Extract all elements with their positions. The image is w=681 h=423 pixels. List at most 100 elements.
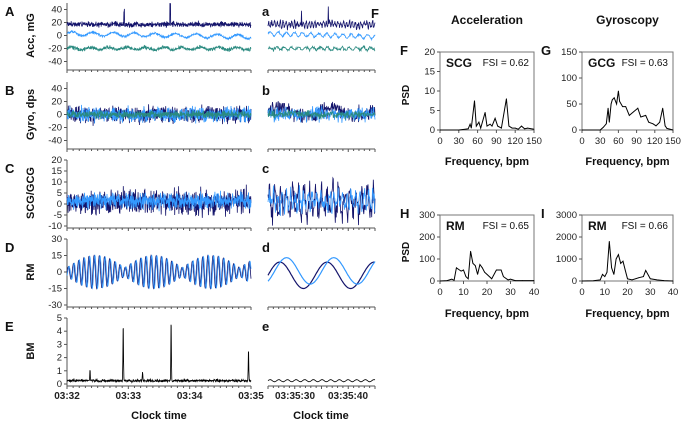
y-tick-label: 100 [419,254,435,265]
psd-point [460,270,462,272]
fsi-value: FSI = 0.65 [483,221,530,232]
y-tick-label: 0 [57,379,62,390]
y-tick-label: -15 [48,284,62,295]
y-axis-label: PSD [401,85,412,106]
psd-point [469,123,471,125]
psd-line [582,90,674,131]
x-tick-label: 03:34 [177,391,203,402]
psd-point [465,276,467,277]
plot-frame [581,51,674,131]
psd-point [497,125,499,127]
x-tick-label: 60 [613,136,624,147]
fsi-value: FSI = 0.62 [483,58,530,69]
psd-point [456,267,457,269]
panel-letter: d [262,240,270,255]
psd-point [663,280,665,281]
psd-point [649,278,651,280]
psd-point [474,100,475,102]
psd-point [604,276,606,277]
psd-point [486,125,488,127]
x-tick-label: 30 [505,287,516,298]
y-tick-label: 0 [430,125,435,136]
y-tick-label: 3000 [556,210,577,221]
y-tick-label: 10 [51,177,62,188]
psd-point [458,129,460,131]
psd-point [486,274,488,275]
psd-point [521,280,523,281]
psd-panel-G [579,51,674,133]
detail-series-line-teal [267,45,376,53]
psd-point [616,103,617,105]
y-tick-label: 100 [561,73,577,84]
y-axis-label: RM [25,263,37,280]
detail-series-line-black [267,379,376,383]
psd-point [491,125,493,127]
detail-series-line-navy [267,176,376,226]
psd-point [672,129,674,131]
psd-point [622,260,624,262]
x-axis-label: Frequency, bpm [445,308,529,320]
y-tick-label: 0 [572,125,577,136]
y-axis-label: Acc, mG [25,13,37,58]
psd-point [507,279,509,281]
panel-B [64,82,376,152]
fsi-value: FSI = 0.66 [622,221,669,232]
psd-point [480,127,482,129]
panel-letter: I [541,206,545,221]
psd-point [628,115,630,116]
y-tick-label: 40 [51,84,62,95]
psd-point [470,250,471,252]
psd-point [467,128,469,130]
psd-point [474,265,476,266]
psd-point [524,128,525,130]
psd-point [618,90,619,92]
psd-point [613,97,615,99]
psd-point [463,269,464,271]
psd-point [607,107,609,109]
psd-point [605,123,607,125]
panel-letter: A [5,4,15,19]
panel-letter: B [5,83,14,98]
series-line-teal [66,109,252,120]
y-tick-label: 200 [419,232,435,243]
psd-point [620,263,622,264]
signal-label: RM [446,219,465,233]
psd-point [602,274,603,275]
y-tick-label: 15 [424,67,435,78]
x-tick-label: 60 [472,136,483,147]
x-tick-label: 90 [491,136,502,147]
y-tick-label: 300 [419,210,435,221]
psd-point [618,254,619,256]
series-line-teal [66,44,252,53]
y-tick-label: 0 [430,276,435,287]
detail-series-line-blue [267,257,376,285]
panel-D [64,238,376,310]
y-tick-label: 40 [51,5,62,16]
series-line-blue [66,29,252,41]
psd-point [611,99,613,101]
column-title: Gyroscopy [596,13,659,27]
psd-point [602,127,604,128]
y-tick-label: 30 [51,234,62,245]
psd-point [625,106,627,107]
x-tick-label: 03:33 [116,391,142,402]
y-tick-label: 20 [424,47,435,58]
y-tick-label: 0 [57,267,62,278]
y-tick-label: -40 [48,136,62,147]
panel-E [64,317,376,389]
y-tick-label: 3 [57,339,62,350]
panel-letter: D [5,240,14,255]
psd-point [453,279,455,281]
psd-point [451,278,453,280]
x-tick-label: 20 [482,287,493,298]
psd-point [645,115,647,116]
psd-point [637,107,639,109]
y-tick-label: 5 [430,106,435,117]
psd-point [599,279,601,281]
psd-point [501,127,502,129]
psd-point [506,98,507,100]
fsi-value: FSI = 0.63 [622,58,669,69]
psd-point [640,116,642,118]
y-tick-label: 0 [57,31,62,42]
